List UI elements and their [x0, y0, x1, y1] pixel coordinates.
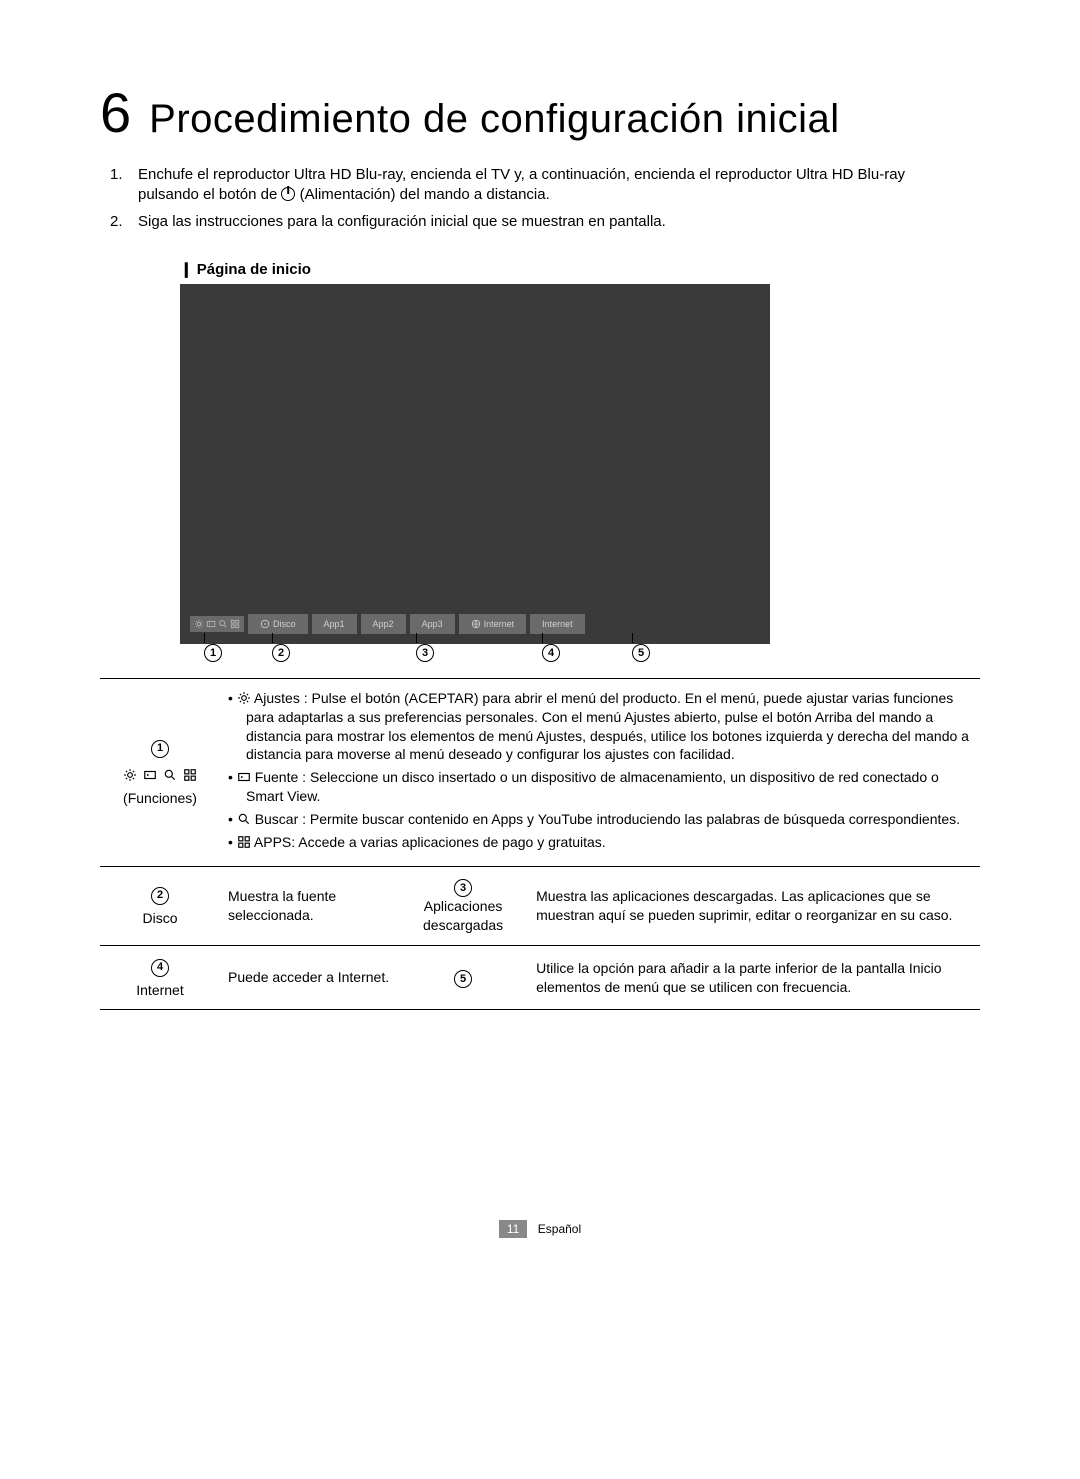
apps-icon — [237, 835, 251, 849]
intro-list: 1. Enchufe el reproductor Ultra HD Blu-r… — [100, 165, 980, 232]
intro-item-1: 1. Enchufe el reproductor Ultra HD Blu-r… — [110, 165, 970, 206]
intro-text-2: Siga las instrucciones para la configura… — [138, 212, 666, 232]
disco-label: Disco — [273, 619, 296, 629]
row1-content: Ajustes : Pulse el botón (ACEPTAR) para … — [220, 678, 980, 866]
callout-5: 5 — [632, 644, 650, 662]
row2-apps-label: Aplicaciones descargadas — [406, 897, 520, 935]
row3-left-text: Puede acceder a Internet. — [220, 946, 398, 1010]
power-icon — [281, 187, 295, 201]
row2-left-label: 2 Disco — [100, 866, 220, 945]
source-icon — [237, 770, 251, 784]
globe-icon — [471, 619, 481, 629]
row3-left-label: 4 Internet — [100, 946, 220, 1010]
app2-button: App2 — [361, 614, 406, 634]
row3-callout-5: 5 — [454, 970, 472, 988]
row1-label-text: (Funciones) — [108, 789, 212, 808]
internet2-button: Internet — [530, 614, 585, 634]
row3-right-text: Utilice la opción para añadir a la parte… — [528, 946, 980, 1010]
description-table: 1 (Funciones) Ajustes : Pulse el botón (… — [100, 678, 980, 1011]
disc-icon — [260, 619, 270, 629]
row1-icons — [108, 766, 212, 785]
intro-text-1b: del mando a distancia. — [400, 186, 550, 203]
row2-callout-3: 3 — [454, 879, 472, 897]
gear-icon — [123, 768, 137, 782]
bullet-buscar: Buscar : Permite buscar contenido en App… — [228, 810, 972, 829]
footer-language: Español — [538, 1222, 581, 1236]
callout-1: 1 — [204, 644, 222, 662]
search-icon — [218, 619, 228, 629]
row2-mid-label: 3 Aplicaciones descargadas — [398, 866, 528, 945]
title-text: Procedimiento de configuración inicial — [149, 97, 839, 142]
row3-mid-label: 5 — [398, 946, 528, 1010]
row3-callout-4: 4 — [151, 959, 169, 977]
intro-num-1: 1. — [110, 165, 138, 206]
intro-num-2: 2. — [110, 212, 138, 232]
apps-icon — [230, 619, 240, 629]
row2-right-text: Muestra las aplicaciones descargadas. La… — [528, 866, 980, 945]
gear-icon — [237, 691, 251, 705]
page-number: 11 — [499, 1220, 527, 1238]
row2-left-text: Muestra la fuente seleccionada. — [220, 866, 398, 945]
screenshot-bottom-bar: Disco App1 App2 App3 Internet Internet — [190, 614, 760, 634]
gear-icon — [194, 619, 204, 629]
callout-4: 4 — [542, 644, 560, 662]
row1-bullets: Ajustes : Pulse el botón (ACEPTAR) para … — [228, 689, 972, 852]
row3-internet-label: Internet — [108, 981, 212, 1000]
callout-3: 3 — [416, 644, 434, 662]
row2-callout-2: 2 — [151, 887, 169, 905]
page-title: 6 Procedimiento de configuración inicial — [100, 80, 980, 145]
title-number: 6 — [100, 80, 131, 145]
app3-button: App3 — [410, 614, 455, 634]
app1-button: App1 — [312, 614, 357, 634]
home-subheading: ❙ Página de inicio — [180, 260, 980, 278]
source-icon — [143, 768, 157, 782]
apps-icon — [183, 768, 197, 782]
row2-disco-label: Disco — [108, 909, 212, 928]
search-icon — [237, 812, 251, 826]
row1-callout: 1 — [151, 740, 169, 758]
source-icon — [206, 619, 216, 629]
internet-button: Internet — [459, 614, 527, 634]
intro-item-2: 2. Siga las instrucciones para la config… — [110, 212, 970, 232]
device-screenshot: Disco App1 App2 App3 Internet Internet 1… — [180, 284, 770, 644]
page-footer: 11 Español — [100, 1220, 980, 1238]
row1-label-cell: 1 (Funciones) — [100, 678, 220, 866]
callout-2: 2 — [272, 644, 290, 662]
disco-button: Disco — [248, 614, 308, 634]
bullet-fuente: Fuente : Seleccione un disco insertado o… — [228, 768, 972, 806]
search-icon — [163, 768, 177, 782]
bullet-ajustes: Ajustes : Pulse el botón (ACEPTAR) para … — [228, 689, 972, 765]
intro-power-label: (Alimentación) — [300, 186, 396, 203]
functions-box — [190, 616, 244, 632]
bullet-apps: APPS: Accede a varias aplicaciones de pa… — [228, 833, 972, 852]
